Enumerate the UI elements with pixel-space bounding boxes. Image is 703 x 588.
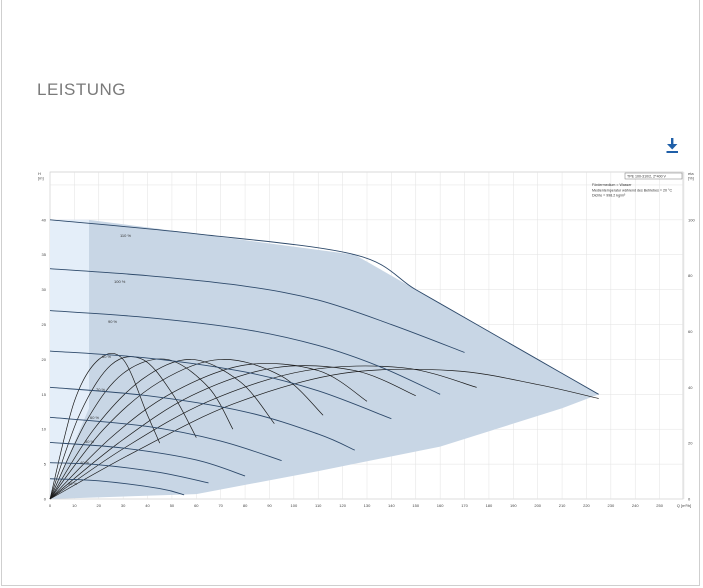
- curve-label: 90 %: [108, 319, 118, 324]
- medium-info-line: Medientemperatur während des Betriebes =…: [592, 188, 672, 192]
- speed-curve: [49, 310, 441, 395]
- y-tick-label: 10: [42, 427, 47, 432]
- eta-tick-label: 20: [688, 441, 693, 446]
- x-tick-label: 210: [559, 503, 566, 508]
- speed-curve: [49, 350, 392, 420]
- x-tick-label: 230: [608, 503, 615, 508]
- x-tick-label: 200: [534, 503, 541, 508]
- speed-curve: [49, 478, 185, 496]
- y-tick-label: 35: [42, 252, 47, 257]
- eta-tick-label: 0: [688, 497, 691, 502]
- curve-label: 80 %: [102, 354, 112, 359]
- x-tick-label: 40: [145, 503, 150, 508]
- x-tick-label: 220: [583, 503, 590, 508]
- y-tick-label: 5: [44, 462, 47, 467]
- eta-tick-label: 40: [688, 385, 693, 390]
- x-tick-label: 240: [632, 503, 639, 508]
- low-flow-area: [50, 219, 90, 499]
- curve-label: 30 %: [68, 481, 78, 486]
- y-tick-label: 15: [42, 392, 47, 397]
- speed-curve: [49, 416, 282, 462]
- efficiency-curve: [49, 356, 197, 500]
- curve-label: 40 %: [80, 460, 90, 465]
- x-tick-label: 20: [97, 503, 102, 508]
- x-tick-label: 70: [218, 503, 223, 508]
- x-tick-label: Q [m³/h]: [677, 503, 691, 508]
- speed-curve: [49, 386, 355, 451]
- x-tick-label: 0: [49, 503, 52, 508]
- efficiency-curve: [49, 365, 416, 500]
- x-tick-label: 10: [72, 503, 77, 508]
- operating-area: [50, 219, 599, 499]
- x-tick-label: 180: [486, 503, 493, 508]
- y-tick-label: 25: [42, 322, 47, 327]
- x-tick-label: 160: [437, 503, 444, 508]
- speed-curve: [49, 268, 465, 353]
- y-tick-label: 20: [42, 357, 47, 362]
- x-tick-label: 140: [388, 503, 395, 508]
- eta-tick-label: 100: [688, 217, 695, 222]
- product-label: TPE 100-310/2, 2*400 V: [627, 175, 667, 179]
- x-tick-label: 170: [461, 503, 468, 508]
- page-title: LEISTUNG: [37, 80, 127, 99]
- speed-curve: [49, 442, 246, 477]
- curve-label: 60 %: [90, 415, 100, 420]
- y-tick-label: 40: [42, 217, 47, 222]
- y-tick-label: 0: [44, 497, 47, 502]
- curve-label: 110 %: [120, 233, 131, 238]
- x-tick-label: 150: [412, 503, 419, 508]
- x-tick-label: 250: [656, 503, 663, 508]
- x-tick-label: 130: [364, 503, 371, 508]
- y-axis-label: H [m]: [38, 171, 44, 181]
- x-tick-label: 120: [339, 503, 346, 508]
- speed-curve: [49, 462, 209, 484]
- efficiency-curve: [49, 368, 599, 500]
- efficiency-curve: [49, 365, 477, 500]
- x-tick-label: 90: [267, 503, 272, 508]
- download-button[interactable]: [664, 136, 680, 156]
- x-tick-label: 60: [194, 503, 199, 508]
- x-tick-label: 50: [170, 503, 175, 508]
- x-tick-label: 80: [243, 503, 248, 508]
- efficiency-curve: [49, 359, 324, 500]
- eta-tick-label: 80: [688, 273, 693, 278]
- x-tick-label: 100: [291, 503, 298, 508]
- x-tick-label: 110: [315, 503, 322, 508]
- curve-label: 50 %: [85, 439, 95, 444]
- medium-info-line: Fördermedium = Wasser: [592, 183, 632, 187]
- x-tick-label: 30: [121, 503, 126, 508]
- curve-label: 100 %: [114, 279, 126, 284]
- speed-curve: [49, 219, 599, 395]
- medium-info-line: Dichte = 998.2 kg/m³: [592, 194, 626, 198]
- efficiency-curve: [49, 363, 368, 500]
- curve-label: 70 %: [96, 387, 106, 392]
- product-label-box: [624, 172, 683, 180]
- x-tick-label: 190: [510, 503, 517, 508]
- eta-axis-label: eta [%]: [688, 171, 694, 181]
- y-tick-label: 30: [42, 287, 47, 292]
- eta-tick-label: 60: [688, 329, 693, 334]
- download-icon: [666, 138, 678, 153]
- efficiency-curve: [49, 358, 234, 500]
